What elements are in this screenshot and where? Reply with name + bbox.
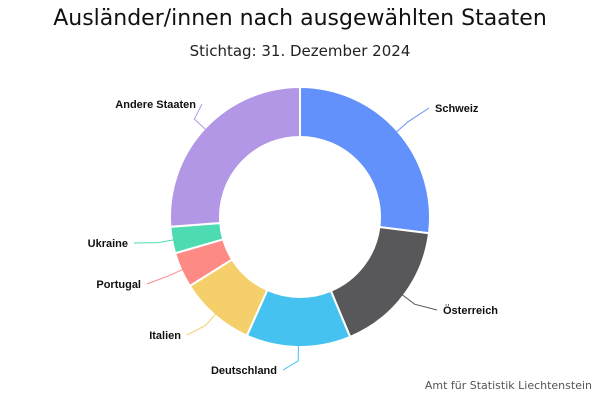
leader-line (282, 344, 299, 371)
slice-schweiz[interactable] (299, 85, 431, 235)
leader-line (193, 103, 207, 131)
chart-subtitle: Stichtag: 31. Dezember 2024 (189, 42, 411, 60)
slice-label: Schweiz (435, 103, 479, 115)
leader-line (401, 294, 438, 311)
leader-line (133, 239, 175, 244)
slice-label: Deutschland (211, 365, 277, 377)
leader-line (186, 313, 217, 336)
leader-line (146, 268, 184, 285)
slice-andere-staaten[interactable] (169, 85, 301, 228)
chart-title: Ausländer/innen nach ausgewählten Staate… (53, 6, 547, 31)
slice-label: Andere Staaten (115, 99, 196, 111)
slice-label: Österreich (443, 304, 498, 317)
leader-line (395, 107, 430, 133)
slice-label: Portugal (96, 279, 141, 291)
slice-label: Italien (149, 330, 181, 342)
source-credit: Amt für Statistik Liechtenstein (424, 379, 592, 392)
slice-label: Ukraine (88, 238, 128, 250)
slice-österreich[interactable] (329, 225, 431, 339)
